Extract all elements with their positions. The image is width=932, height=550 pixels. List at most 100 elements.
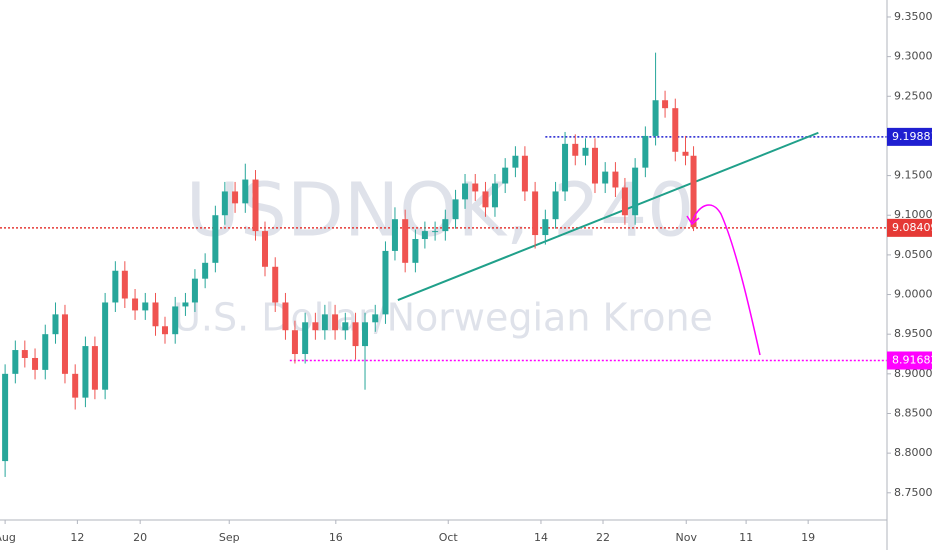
candle-body <box>582 147 589 156</box>
candle-body <box>542 219 549 236</box>
candle-body <box>252 179 259 232</box>
candle-body <box>262 231 269 267</box>
candle-body <box>212 215 219 263</box>
candle-body <box>391 219 398 251</box>
candle-body <box>491 183 498 208</box>
candle-body <box>232 191 239 204</box>
candle-body <box>412 239 419 263</box>
y-tick-label: 9.35000 <box>894 10 932 23</box>
candle-body <box>91 346 98 390</box>
y-tick-label: 9.25000 <box>894 89 932 102</box>
candle-body <box>221 191 228 216</box>
candle-body <box>632 167 639 216</box>
candle-body <box>372 314 379 323</box>
candle-body <box>452 199 459 220</box>
candle-body <box>32 357 39 370</box>
candle-body <box>291 330 298 355</box>
candle-body <box>532 191 539 236</box>
candle-body <box>272 266 279 303</box>
candle-body <box>332 314 339 331</box>
candle-body <box>302 322 309 355</box>
candle-body <box>621 187 628 216</box>
candle-body <box>21 350 28 358</box>
x-tick-label: 14 <box>534 531 548 544</box>
y-tick-label: 8.80000 <box>894 446 932 459</box>
y-tick-label: 9.30000 <box>894 50 932 63</box>
x-tick-label: Nov <box>676 531 698 544</box>
candle-body <box>191 278 198 303</box>
y-tick-label: 8.75000 <box>894 486 932 499</box>
candle-body <box>82 346 89 398</box>
x-tick-label: 11 <box>739 531 753 544</box>
candle-body <box>12 350 19 374</box>
candle-body <box>152 302 159 327</box>
candle-body <box>552 191 559 220</box>
candle-body <box>161 326 168 335</box>
x-tick-label: 16 <box>329 531 343 544</box>
y-tick-label: 9.05000 <box>894 248 932 261</box>
candle-body <box>502 167 509 184</box>
plot <box>0 52 887 477</box>
candle-body <box>142 302 149 311</box>
candle-body <box>462 183 469 200</box>
candle-body <box>612 171 619 188</box>
candle-body <box>52 314 59 335</box>
price-label-box <box>887 218 932 237</box>
candle-body <box>421 231 428 240</box>
candle-body <box>321 314 328 331</box>
projection-curve <box>691 204 761 356</box>
price-label-box <box>887 127 932 146</box>
candle-body <box>182 302 189 307</box>
candle-body <box>61 314 68 374</box>
candle-body <box>132 298 139 311</box>
candle-body <box>112 270 119 303</box>
candle-body <box>642 135 649 168</box>
candle-body <box>352 322 359 347</box>
watermark-subtitle: U.S. Dollar/Norwegian Krone <box>173 296 713 340</box>
candle-body <box>282 302 289 331</box>
candle-body <box>242 179 249 204</box>
trendline <box>397 131 819 302</box>
x-tick-label: Oct <box>439 531 459 544</box>
x-tick-label: 12 <box>70 531 84 544</box>
candle-body <box>402 219 409 263</box>
x-tick-label: Sep <box>219 531 240 544</box>
x-tick-label: Aug <box>0 531 16 544</box>
candle-body <box>72 373 79 398</box>
candle-body <box>42 334 49 370</box>
candle-body <box>572 143 579 156</box>
candle-body <box>472 183 479 192</box>
candle-body <box>172 306 179 335</box>
candle-body <box>362 322 369 347</box>
axes: 8.75000 8.80000 8.85000 8.90000 8.95000 9.000… <box>0 10 932 544</box>
projection-arrowhead <box>686 215 700 226</box>
y-tick-label: 8.95000 <box>894 327 932 340</box>
candle-body <box>342 322 349 331</box>
y-tick-label: 9.15000 <box>894 169 932 182</box>
y-tick-label: 9.00000 <box>894 288 932 301</box>
candle-body <box>690 155 697 228</box>
candle-body <box>662 100 669 109</box>
candle-body <box>562 143 569 192</box>
y-tick-label: 8.85000 <box>894 406 932 419</box>
x-tick-label: 22 <box>596 531 610 544</box>
x-tick-label: 20 <box>133 531 147 544</box>
y-tick-label: 8.90000 <box>894 367 932 380</box>
candle-body <box>102 302 109 390</box>
candle-body <box>442 219 449 232</box>
price-label-box <box>887 351 932 370</box>
y-tick-label: 9.10000 <box>894 208 932 221</box>
x-tick-label: 19 <box>801 531 815 544</box>
candle-body <box>512 155 519 168</box>
candle-body <box>652 100 659 136</box>
candle-body <box>672 108 679 152</box>
candle-body <box>202 262 209 279</box>
price-label: 9.08409 <box>892 221 932 234</box>
candle-body <box>682 151 689 156</box>
candle-body <box>312 322 319 331</box>
candle-body <box>521 155 528 192</box>
watermark: USDNOK, 240 <box>186 168 695 254</box>
